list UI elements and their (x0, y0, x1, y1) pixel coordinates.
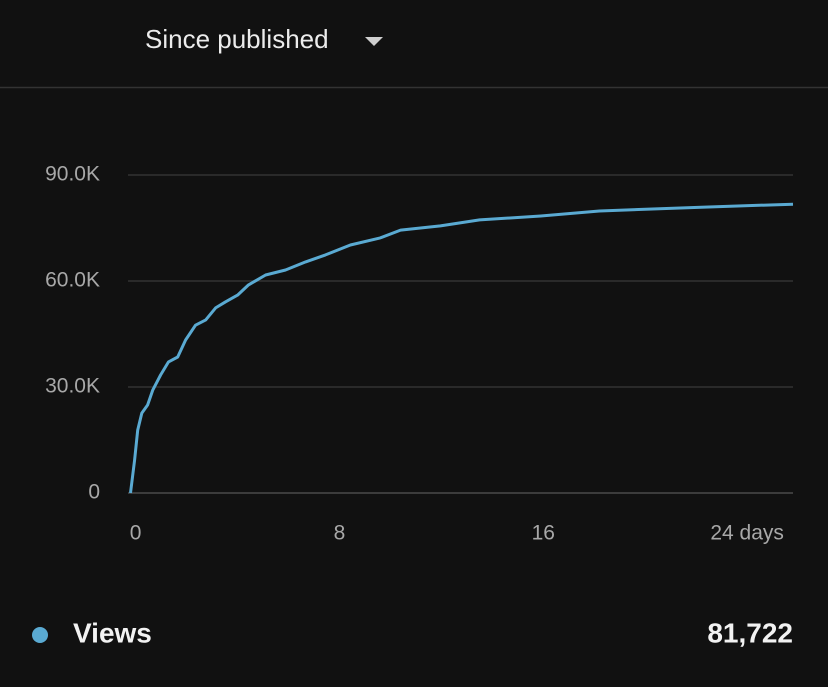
x-tick-label: 0 (130, 522, 142, 545)
y-tick-label: 90.0K (45, 163, 100, 186)
period-dropdown[interactable]: Since published (145, 24, 383, 54)
y-tick-label: 60.0K (45, 269, 100, 292)
views-line (129, 202, 794, 494)
x-tick-label: 16 (532, 522, 555, 545)
y-tick-label: 30.0K (45, 375, 100, 398)
total-views: 81,722 (707, 617, 793, 648)
y-tick-label: 0 (88, 481, 100, 504)
legend-label: Views (73, 617, 152, 648)
legend-marker (32, 627, 48, 643)
dropdown-label[interactable]: Since published (145, 24, 329, 54)
chart: 0 30.0K 60.0K 90.0K 0 8 16 24 days (45, 163, 794, 545)
x-tick-label: 24 days (710, 522, 784, 545)
dropdown-arrow[interactable] (365, 37, 383, 46)
x-tick-label: 8 (334, 522, 346, 545)
